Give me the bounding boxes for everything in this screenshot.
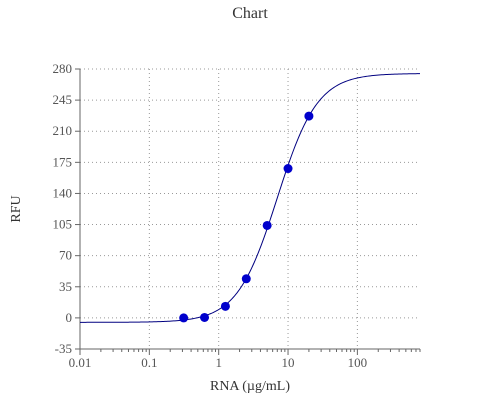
data-point: [262, 220, 272, 230]
data-point: [200, 312, 210, 322]
y-tick-label: 70: [59, 248, 72, 263]
x-tick-label: 10: [282, 355, 295, 370]
y-tick-label: 280: [53, 61, 73, 76]
y-tick-label: 35: [59, 279, 72, 294]
y-axis-label: RFU: [9, 195, 24, 222]
data-point: [220, 301, 230, 311]
x-tick-label: 1: [215, 355, 222, 370]
y-tick-label: 140: [53, 185, 73, 200]
y-tick-label: 210: [53, 123, 73, 138]
y-tick-label: -35: [55, 341, 72, 356]
data-point: [304, 111, 314, 121]
x-tick-label: 0.01: [69, 355, 92, 370]
x-tick-label: 0.1: [141, 355, 157, 370]
x-tick-label: 100: [348, 355, 368, 370]
y-tick-label: 175: [53, 154, 73, 169]
fit-curve: [80, 73, 421, 323]
chart-title: Chart: [232, 5, 268, 22]
data-point: [283, 164, 293, 174]
y-tick-label: 105: [53, 217, 73, 232]
ticks: -35 0 35 70 105 140 175 210 245 280 0.01 0.1 1 10 100: [53, 61, 421, 370]
data-points: [179, 111, 314, 323]
y-tick-label: 245: [53, 92, 73, 107]
data-point: [179, 313, 189, 323]
grid: [80, 68, 420, 349]
axes: [79, 69, 420, 350]
y-tick-label: 0: [66, 310, 73, 325]
x-axis-label: RNA (µg/mL): [210, 379, 290, 394]
data-point: [241, 274, 251, 284]
fit-curve-layer: [80, 73, 421, 323]
